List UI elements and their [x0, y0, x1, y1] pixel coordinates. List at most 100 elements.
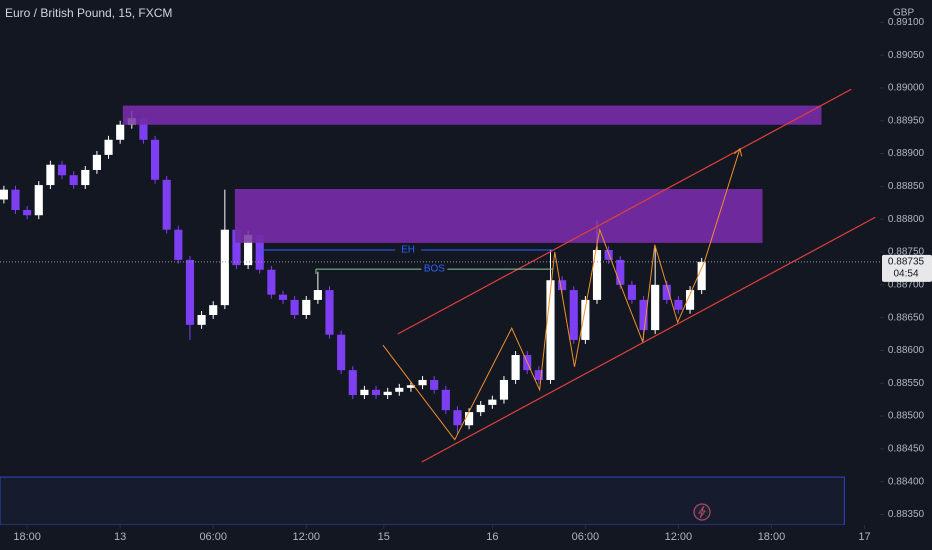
level-label-bg — [421, 263, 448, 276]
candle-body — [651, 284, 660, 331]
candle-body — [674, 299, 683, 310]
candle-body — [395, 387, 404, 392]
candle-body — [534, 370, 543, 380]
candle-body — [267, 269, 276, 295]
candle-body — [360, 389, 369, 396]
x-tick-label: 17 — [858, 531, 870, 543]
candle-body — [290, 299, 299, 315]
candle-body — [57, 164, 67, 176]
y-tick-label: 0.88650 — [888, 312, 925, 323]
candle-body — [302, 299, 311, 315]
candle-body — [348, 370, 357, 396]
x-tick-label: 12:00 — [292, 531, 320, 543]
zone — [0, 476, 845, 525]
x-tick-label: 06:00 — [199, 531, 227, 543]
candle-body — [23, 210, 32, 216]
candle-body — [383, 391, 392, 396]
y-tick-label: 0.88600 — [888, 345, 925, 356]
candle-body — [46, 164, 55, 186]
candle-body — [185, 259, 195, 325]
candle-body — [581, 299, 590, 340]
candle-body — [313, 290, 322, 300]
candle-body — [499, 379, 509, 400]
candle-body — [162, 179, 171, 230]
candle-body — [476, 404, 485, 413]
zone-overlay — [122, 105, 822, 125]
candle-body — [197, 315, 206, 325]
candle-body — [0, 189, 8, 200]
candle-body — [104, 139, 113, 155]
axes: 0.88350 0.88400 0.88450 0.88500 0.88550 0.886… — [13, 17, 932, 543]
y-tick-label: 0.88900 — [888, 148, 925, 159]
candle-body — [139, 118, 148, 140]
y-tick-label: 0.88750 — [888, 247, 925, 258]
x-tick-label: 06:00 — [572, 531, 600, 543]
candle-body — [511, 355, 520, 380]
y-tick-label: 0.88800 — [888, 214, 925, 225]
currency: GBP — [893, 8, 914, 19]
candle-body — [325, 290, 334, 335]
x-tick-label: 12:00 — [665, 531, 693, 543]
candle-body — [604, 250, 613, 260]
last-price-box — [882, 254, 932, 282]
candle-body — [337, 334, 346, 371]
channel-line — [397, 88, 852, 335]
candle-body — [418, 379, 427, 386]
x-tick-label: 13 — [114, 531, 126, 543]
candle-body — [81, 169, 90, 186]
x-tick-label: 15 — [378, 531, 390, 543]
level-label: BOS — [424, 264, 445, 275]
x-tick-label: 16 — [486, 531, 498, 543]
candle-body — [278, 294, 288, 300]
zigzag — [382, 150, 740, 441]
candle-body — [69, 175, 78, 186]
candle-body — [232, 229, 241, 266]
plot-area: EH BOS — [0, 88, 880, 525]
y-tick-label: 0.89100 — [888, 17, 925, 28]
channel-line — [421, 216, 876, 463]
candle-body — [150, 139, 160, 180]
y-tick-label: 0.88400 — [888, 476, 925, 487]
candle-body — [244, 234, 253, 266]
candle-body — [453, 410, 462, 426]
candle-body — [116, 124, 125, 140]
y-tick-label: 0.88450 — [888, 444, 925, 455]
countdown: 04:54 — [893, 268, 918, 279]
candle-body — [371, 389, 381, 396]
candle-body — [662, 284, 671, 300]
y-tick-label: 0.88500 — [888, 411, 925, 422]
candle-body — [174, 229, 183, 260]
level-label-bg — [395, 244, 422, 257]
candle-body — [441, 389, 450, 411]
candle-body — [685, 290, 695, 310]
y-tick-label: 0.88850 — [888, 181, 925, 192]
candle-body — [406, 385, 415, 388]
y-tick-label: 0.89050 — [888, 50, 925, 61]
level-label: EH — [401, 245, 415, 256]
candle-body — [255, 234, 264, 270]
candle-body — [220, 229, 229, 306]
last-price-label: 0.88735 — [888, 256, 925, 267]
lightning-icon[interactable] — [693, 503, 711, 521]
y-tick-label: 0.88950 — [888, 115, 925, 126]
y-tick-label: 0.89000 — [888, 83, 925, 94]
candle-body — [488, 399, 497, 405]
candle-body — [569, 290, 578, 340]
y-tick-label: 0.88700 — [888, 279, 925, 290]
y-tick-label: 0.88350 — [888, 509, 925, 520]
candle-body — [558, 280, 567, 291]
x-tick-label: 18:00 — [13, 531, 41, 543]
candle-body — [11, 189, 20, 210]
candle-body — [627, 284, 636, 300]
x-tick-label: 18:00 — [758, 531, 786, 543]
candle-body — [697, 261, 706, 291]
candle-body — [430, 379, 439, 390]
candle-body — [34, 185, 43, 216]
candle-body — [616, 259, 625, 285]
candle-body — [209, 305, 218, 315]
zone-overlay — [234, 189, 763, 243]
chart-title: Euro / British Pound, 15, FXCM — [5, 6, 172, 20]
candle-body — [592, 250, 602, 300]
